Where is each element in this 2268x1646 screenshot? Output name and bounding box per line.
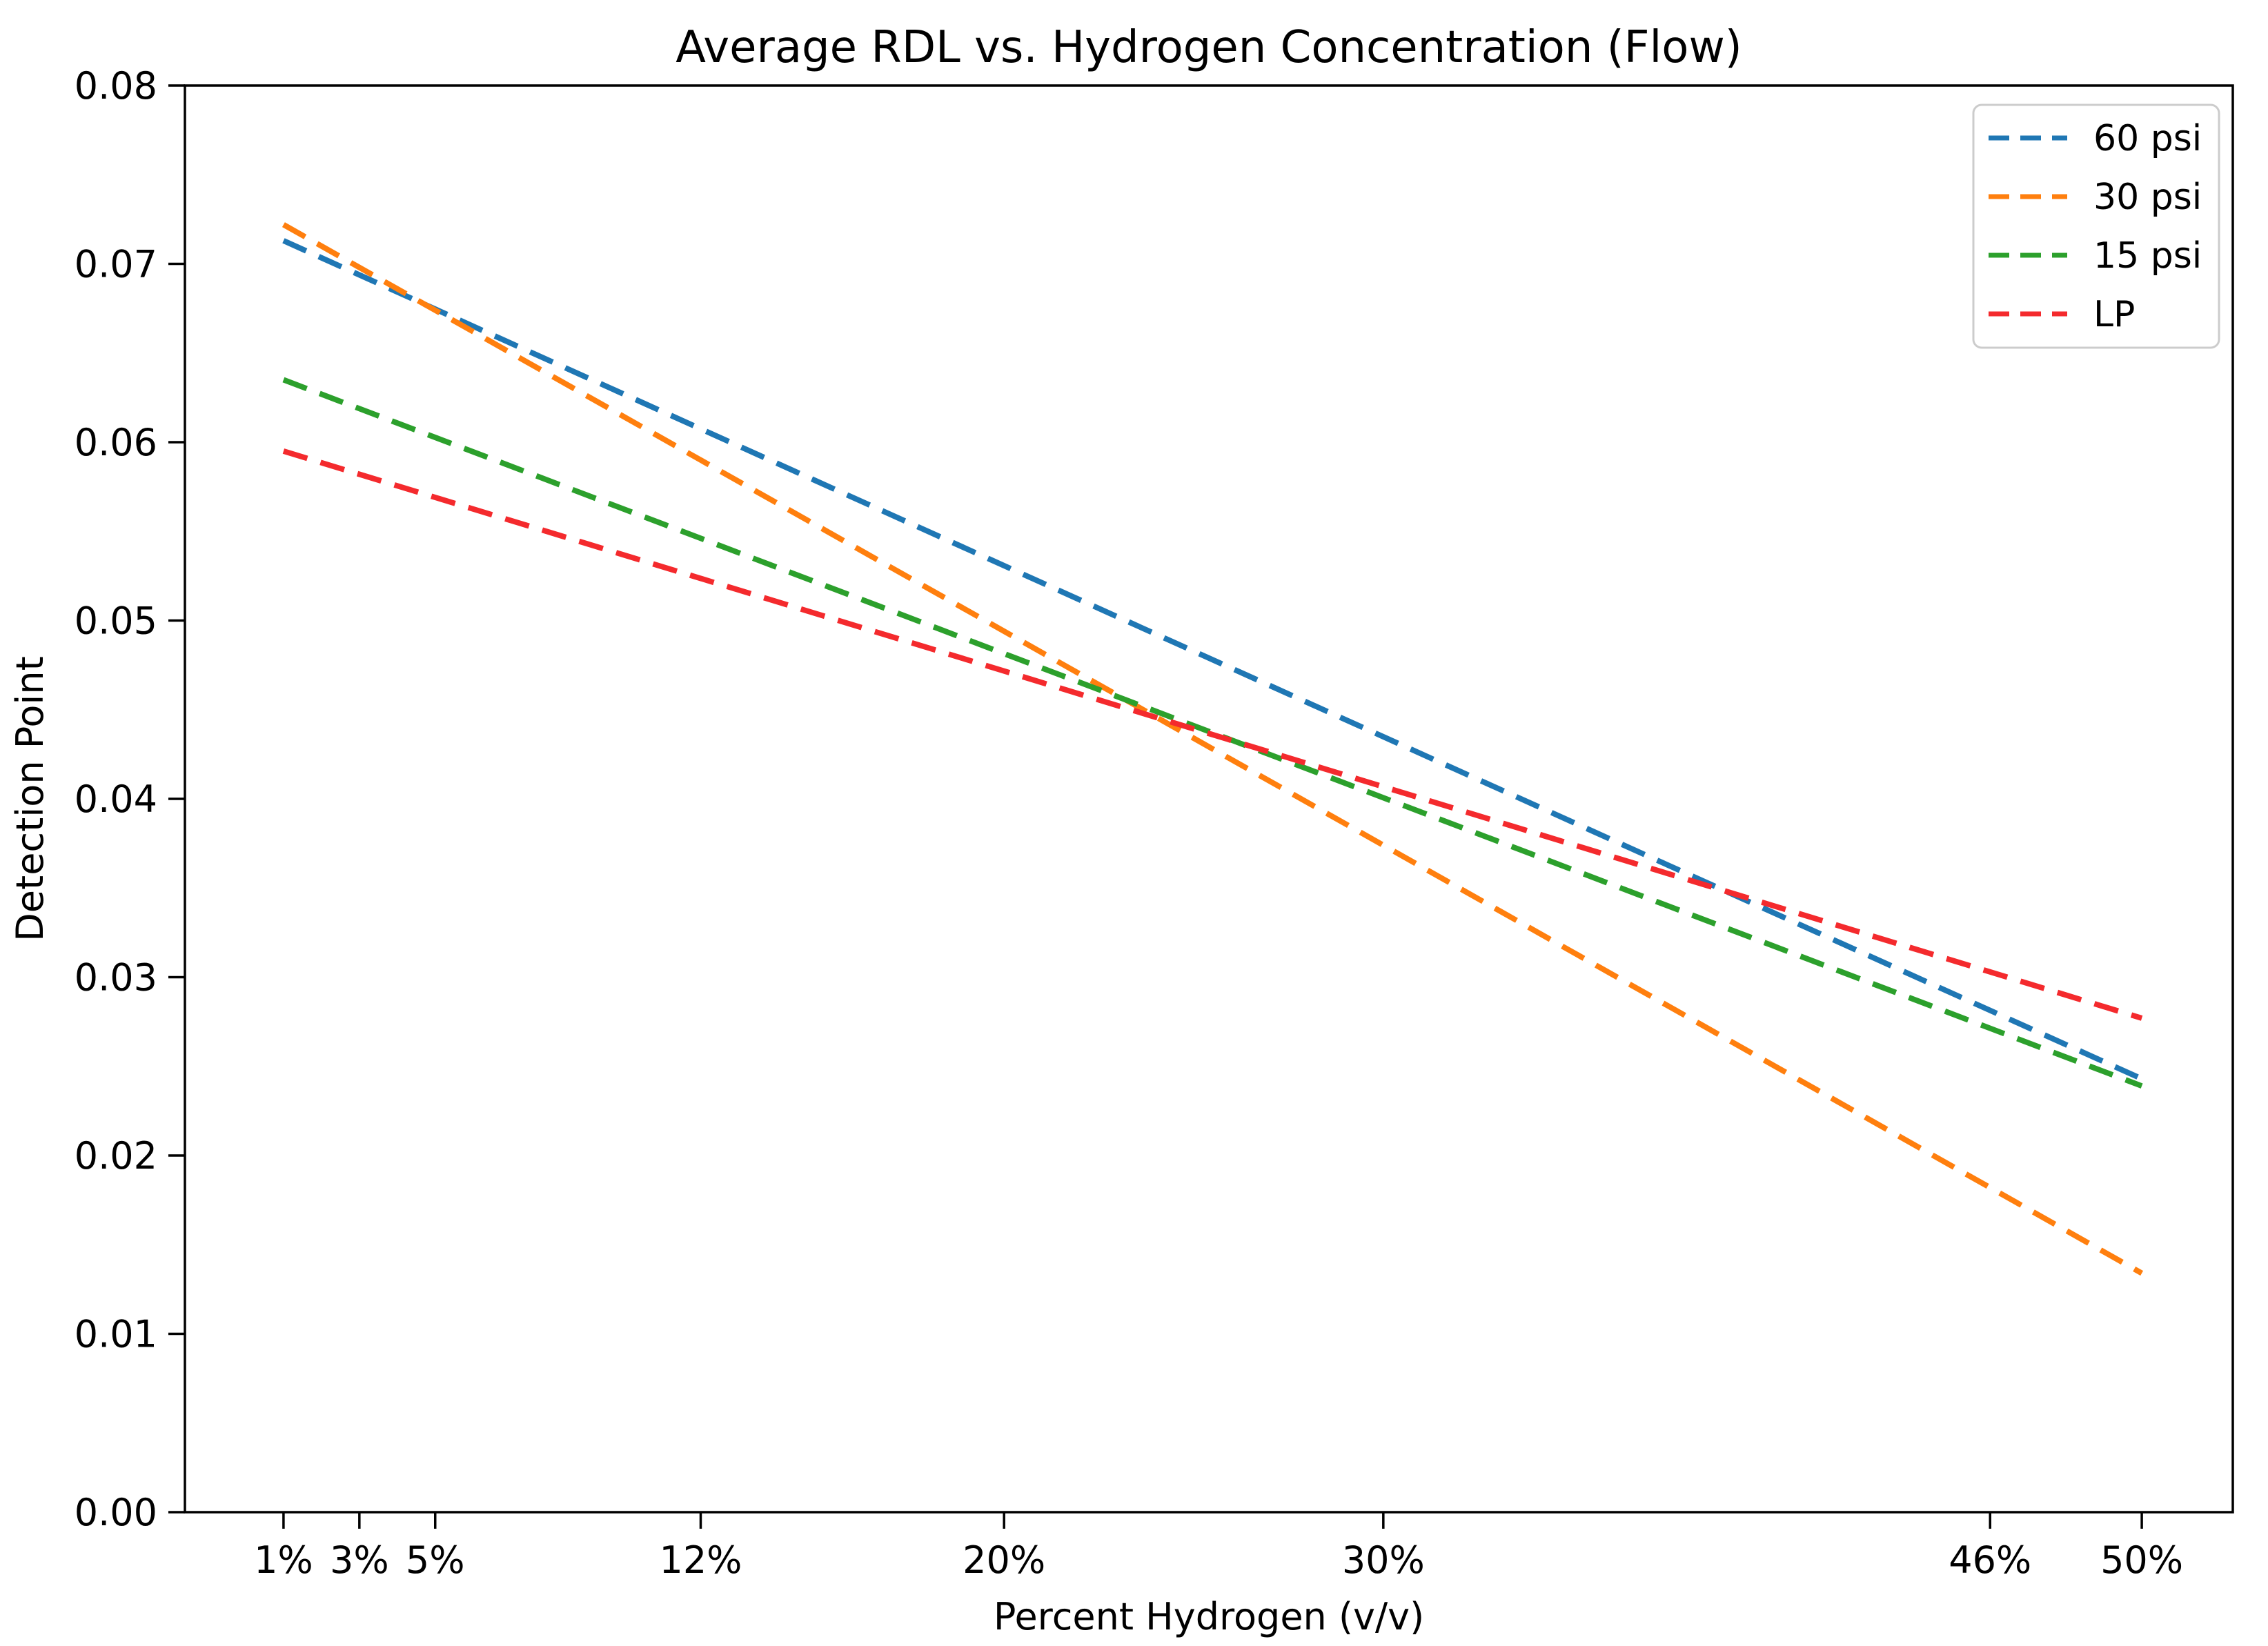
y-tick-label: 0.08 [75, 64, 157, 108]
x-tick-label: 46% [1949, 1538, 2031, 1582]
y-axis-label: Detection Point [8, 656, 52, 942]
x-tick-label: 12% [659, 1538, 742, 1582]
y-tick-label: 0.03 [75, 956, 157, 1000]
x-axis-label: Percent Hydrogen (v/v) [994, 1595, 1424, 1638]
series-line-30-psi [282, 222, 2144, 1276]
y-tick-label: 0.04 [75, 777, 157, 821]
y-tick-label: 0.00 [75, 1491, 157, 1534]
x-tick-label: 1% [254, 1538, 313, 1582]
series-line-15-psi [282, 377, 2143, 1089]
y-tick-label: 0.01 [75, 1313, 157, 1356]
y-tick-label: 0.06 [75, 421, 157, 464]
series-line-lp [282, 448, 2143, 1021]
legend-item: 60 psi [1989, 118, 2202, 159]
plot-layer: 0.00 0.01 0.02 0.03 0.04 0.05 0.06 0.07 0.08 1% 3%… [75, 64, 2234, 1582]
x-tick-label: 20% [963, 1538, 1045, 1582]
x-tick-label: 3% [330, 1538, 389, 1582]
legend-item: 30 psi [1989, 177, 2202, 218]
series-line-60-psi [282, 238, 2143, 1082]
x-tick-label: 50% [2100, 1538, 2183, 1582]
legend-box [1972, 103, 2220, 349]
legend-label: LP [2093, 294, 2135, 335]
legend-item: LP [1989, 294, 2135, 335]
y-tick-label: 0.02 [75, 1134, 157, 1178]
legend-item: 15 psi [1989, 235, 2202, 277]
x-tick-label: 30% [1342, 1538, 1425, 1582]
chart-title: Average RDL vs. Hydrogen Concentration (… [676, 22, 1742, 73]
legend-label: 30 psi [2093, 177, 2202, 218]
legend-label: 60 psi [2093, 118, 2202, 159]
legend: 60 psi 30 psi 15 psi LP [1972, 103, 2220, 349]
legend-label: 15 psi [2093, 235, 2202, 277]
x-tick-label: 5% [406, 1538, 465, 1582]
y-tick-label: 0.05 [75, 599, 157, 643]
y-tick-label: 0.07 [75, 243, 157, 286]
plot-border [184, 84, 2234, 1514]
